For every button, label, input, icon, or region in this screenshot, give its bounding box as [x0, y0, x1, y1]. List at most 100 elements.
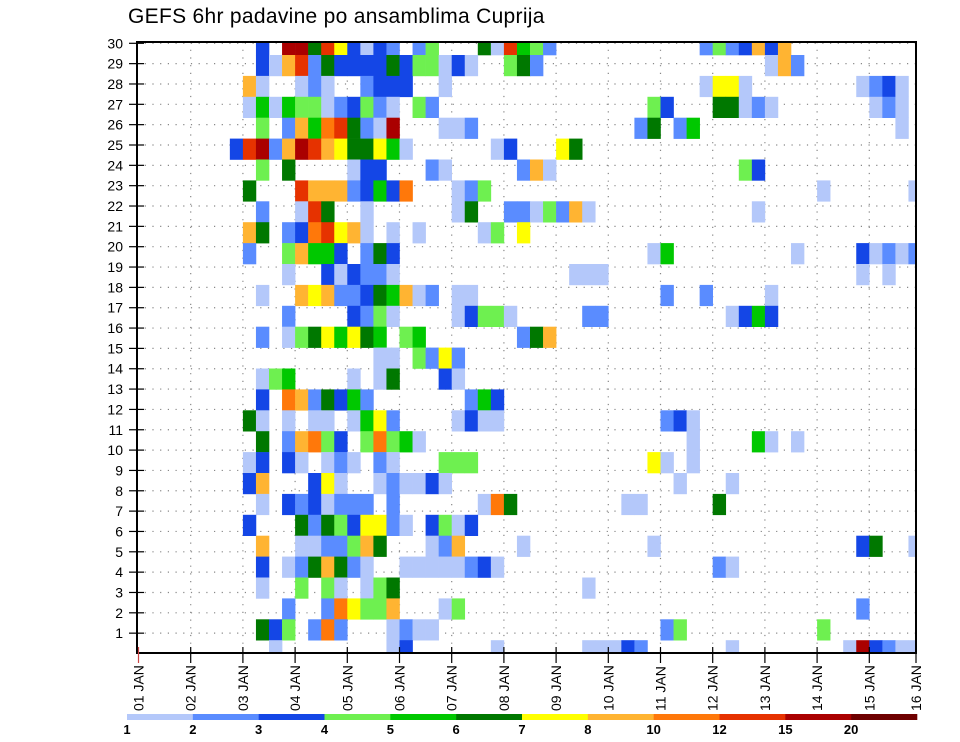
heatmap-cell [673, 117, 687, 139]
heatmap-cell [530, 42, 544, 56]
heatmap-cell [308, 117, 322, 139]
heatmap-cell [438, 473, 452, 495]
heatmap-cell [516, 159, 531, 181]
heatmap-cell [282, 55, 296, 77]
heatmap-cell [295, 535, 309, 557]
heatmap-cell [321, 75, 335, 98]
heatmap-cell [282, 556, 296, 578]
heatmap-cell [412, 473, 426, 495]
heatmap-cell [347, 410, 361, 432]
heatmap-cell [451, 514, 466, 536]
heatmap-cell [764, 42, 779, 56]
heatmap-cell [269, 96, 283, 118]
heatmap-cell [882, 264, 896, 286]
heatmap-cell [282, 410, 296, 432]
heatmap-cell [751, 201, 766, 223]
heatmap-cell [308, 42, 322, 56]
heatmap-cell [725, 556, 740, 578]
y-tick-label: 28 [107, 76, 123, 92]
heatmap-cell [255, 75, 270, 98]
heatmap-cell [373, 535, 387, 557]
heatmap-cell [464, 556, 479, 578]
heatmap-cell [464, 117, 479, 139]
heatmap-cell [438, 117, 452, 139]
heatmap-cell [321, 243, 335, 265]
heatmap-cell [399, 180, 413, 202]
heatmap-cell [490, 42, 505, 56]
y-tick-label: 27 [107, 96, 123, 112]
heatmap-cell [255, 452, 270, 474]
heatmap-cell [295, 55, 309, 77]
heatmap-cell [856, 535, 870, 557]
heatmap-cell [477, 305, 492, 327]
heatmap-cell [242, 222, 257, 244]
heatmap-cell [399, 284, 413, 307]
legend-swatch [719, 714, 786, 720]
heatmap-cell [425, 556, 439, 578]
heatmap-cell [386, 264, 400, 286]
heatmap-cell [647, 96, 661, 118]
heatmap-cell [399, 326, 413, 348]
x-tick-label: 06 JAN [392, 665, 408, 711]
heatmap-cell [595, 305, 609, 327]
heatmap-cell [660, 619, 674, 641]
heatmap-cell [490, 556, 505, 578]
heatmap-cell [308, 326, 322, 348]
heatmap-cell [308, 473, 322, 495]
heatmap-cell [869, 640, 883, 653]
heatmap-cell [360, 243, 374, 265]
legend-label: 3 [255, 722, 262, 737]
heatmap-cell [255, 389, 270, 411]
heatmap-cell [856, 264, 870, 286]
heatmap-cell [321, 55, 335, 77]
heatmap-cell [451, 535, 466, 557]
y-tick-label: 26 [107, 117, 123, 133]
x-tick-label: 12 JAN [705, 665, 721, 711]
heatmap-cell [412, 222, 426, 244]
y-tick-label: 10 [107, 442, 123, 458]
heatmap-cell [386, 368, 400, 390]
heatmap-cell [438, 347, 452, 369]
legend-label: 8 [584, 722, 591, 737]
heatmap-cell [530, 201, 544, 223]
heatmap-cell [255, 117, 270, 139]
heatmap-cell [608, 640, 622, 653]
heatmap-cell [360, 117, 374, 139]
heatmap-cell [282, 42, 296, 56]
heatmap-cell [412, 96, 426, 118]
heatmap-cell [386, 577, 400, 599]
heatmap-cell [464, 180, 479, 202]
heatmap-cell [321, 96, 335, 118]
heatmap-cell [360, 410, 374, 432]
heatmap-cell [308, 556, 322, 578]
heatmap-cell [856, 598, 870, 620]
heatmap-cell [321, 535, 335, 557]
heatmap-cell [869, 243, 883, 265]
y-tick-label: 3 [115, 584, 123, 600]
heatmap-cell [360, 138, 374, 160]
x-tick-label: 07 JAN [444, 665, 460, 711]
heatmap-cell [321, 222, 335, 244]
y-tick-label: 8 [115, 483, 123, 499]
legend-label: 15 [778, 722, 792, 737]
heatmap-cell [660, 452, 674, 474]
heatmap-cell [373, 410, 387, 432]
heatmap-cell [360, 577, 374, 599]
legend-swatch [653, 714, 720, 720]
heatmap-cell [373, 180, 387, 202]
heatmap-cell [425, 55, 439, 77]
heatmap-cell [751, 96, 766, 118]
y-tick-label: 20 [107, 239, 123, 255]
heatmap-cell [451, 180, 466, 202]
heatmap-cell [373, 55, 387, 77]
heatmap-cell [373, 243, 387, 265]
heatmap-cell [373, 473, 387, 495]
heatmap-cell [686, 117, 700, 139]
heatmap-cell [556, 201, 570, 223]
y-tick-label: 5 [115, 544, 123, 560]
heatmap-cell [386, 180, 400, 202]
heatmap-cell [308, 138, 322, 160]
y-tick-label: 29 [107, 56, 123, 72]
heatmap-cell [321, 493, 335, 516]
heatmap-cell [451, 368, 466, 390]
